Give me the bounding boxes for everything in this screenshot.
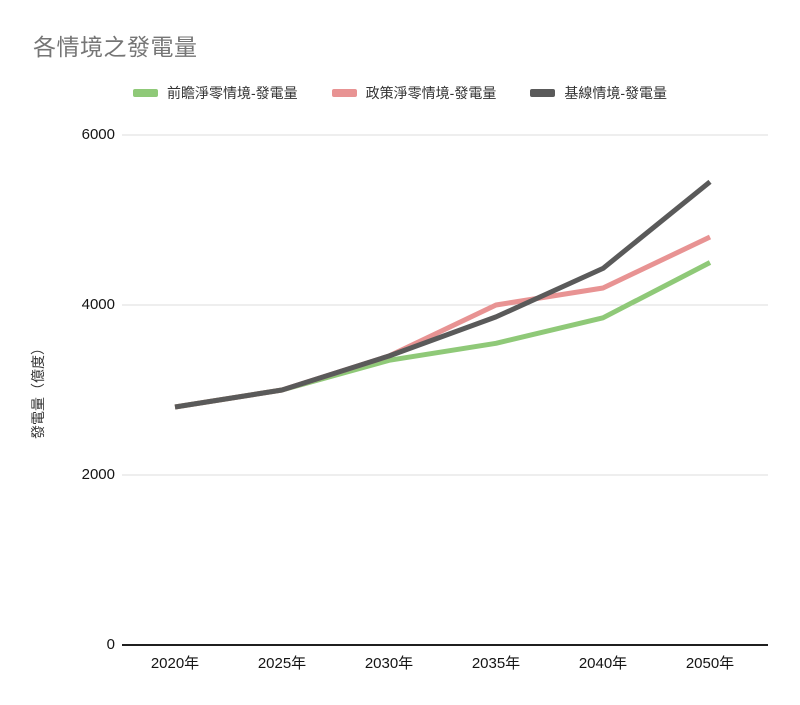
- y-axis-tick-2000: 2000: [81, 466, 115, 483]
- x-axis-tick-2025: 2025年: [257, 655, 307, 672]
- legend-item-forward-netzero[interactable]: 前瞻淨零情境-發電量: [132, 83, 298, 103]
- legend-item-baseline[interactable]: 基線情境-發電量: [530, 83, 667, 103]
- chart-legend: 前瞻淨零情境-發電量 政策淨零情境-發電量 基線情境-發電量: [0, 84, 800, 102]
- legend-label: 基線情境-發電量: [564, 85, 667, 101]
- series-line-2: [174, 179, 712, 410]
- y-axis-tick-0: 0: [106, 636, 115, 653]
- x-axis-tick-2050: 2050年: [685, 655, 735, 672]
- legend-swatch-green-icon: [132, 89, 158, 97]
- legend-label: 前瞻淨零情境-發電量: [166, 85, 298, 101]
- legend-label: 政策淨零情境-發電量: [365, 85, 497, 101]
- x-axis-tick-2030: 2030年: [364, 655, 414, 672]
- y-axis-title: 發電量（億度）: [30, 341, 46, 439]
- x-axis-tick-2040: 2040年: [578, 655, 628, 672]
- x-axis-tick-2020: 2020年: [150, 655, 200, 672]
- legend-item-policy-netzero[interactable]: 政策淨零情境-發電量: [331, 83, 497, 103]
- x-axis-tick-2035: 2035年: [471, 655, 521, 672]
- series-line-1: [174, 234, 712, 410]
- legend-swatch-pink-icon: [331, 89, 357, 97]
- y-axis-tick-6000: 6000: [81, 126, 115, 143]
- y-axis-tick-4000: 4000: [81, 296, 115, 313]
- legend-swatch-dark-icon: [530, 89, 556, 97]
- page-title: 各情境之發電量: [33, 34, 198, 60]
